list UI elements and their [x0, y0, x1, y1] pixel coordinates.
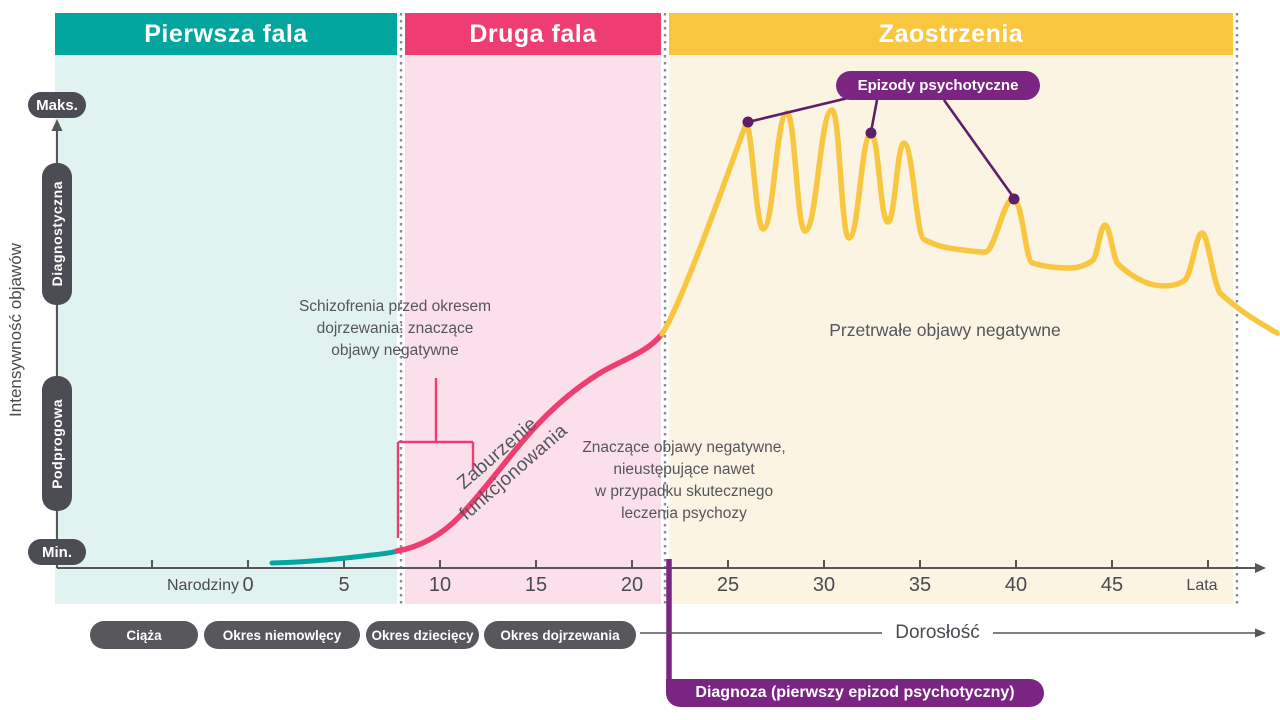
- y-axis-min-label: Min.: [42, 543, 72, 561]
- episode-dots: [742, 116, 1020, 205]
- y-axis-pill-max: Maks.: [28, 92, 86, 118]
- x-tick-25: 25: [716, 574, 740, 596]
- x-axis-ticks: [151, 560, 1209, 568]
- adulthood-arrow-icon: [1255, 628, 1266, 638]
- psychotic-episodes-label: Epizody psychotyczne: [857, 77, 1019, 94]
- x-tick-10: 10: [428, 574, 452, 596]
- stage-label: Ciąża: [126, 627, 162, 643]
- region-second-wave-bg: [405, 55, 661, 604]
- note-line: leczenia psychozy: [621, 505, 747, 522]
- note-line: nieustępujące nawet: [613, 461, 755, 478]
- region-first-wave-bg: [55, 55, 397, 604]
- x-tick-0: 0: [242, 574, 254, 596]
- note-pre-puberty-schizophrenia: Schizofrenia przed okresem dojrzewania: …: [275, 296, 515, 362]
- symptom-curve-exacerbations: [659, 107, 1280, 337]
- band-second-wave: Druga fala: [405, 13, 661, 55]
- symptom-curve-first-wave: [269, 548, 400, 566]
- stage-label: Okres niemowlęcy: [222, 627, 342, 643]
- x-axis-arrow-icon: [1255, 563, 1266, 573]
- band-exacerbations: Zaostrzenia: [669, 13, 1233, 55]
- stage-label: Okres dziecięcy: [371, 627, 474, 643]
- stage-pill-pregnancy: Ciąża: [90, 621, 198, 649]
- x-axis-unit-label: Lata: [1186, 577, 1218, 594]
- stage-pill-childhood: Okres dziecięcy: [366, 621, 479, 649]
- band-first-wave-label: Pierwsza fala: [144, 19, 308, 48]
- episode-connector-lines: [747, 96, 1016, 199]
- y-axis-title: Intensywność objawów: [6, 243, 25, 417]
- episode-dot-2: [865, 127, 877, 139]
- stage-pill-infancy: Okres niemowlęcy: [204, 621, 360, 649]
- note-line: objawy negatywne: [331, 342, 459, 359]
- x-tick-30: 30: [812, 574, 836, 596]
- diagnosis-banner: Diagnoza (pierwszy epizod psychotyczny): [666, 679, 1044, 707]
- y-axis-arrow-icon: [51, 119, 63, 131]
- y-axis-max-label: Maks.: [36, 96, 78, 114]
- x-tick-40: 40: [1004, 574, 1028, 596]
- psychotic-episodes-badge: Epizody psychotyczne: [836, 71, 1040, 100]
- y-axis-diagnostic-label: Diagnostyczna: [49, 181, 65, 287]
- x-tick-20: 20: [620, 574, 644, 596]
- pre-puberty-bracket-connector: [396, 378, 475, 538]
- note-line: dojrzewania: znaczące: [316, 320, 474, 337]
- y-axis-pill-diagnostic: Diagnostyczna: [42, 163, 72, 305]
- episode-dot-3: [1008, 193, 1020, 205]
- diagnosis-label: Diagnoza (pierwszy epizod psychotyczny): [695, 684, 1015, 701]
- y-axis-pill-subthreshold: Podprogowa: [42, 376, 72, 511]
- band-first-wave: Pierwsza fala: [55, 13, 397, 55]
- stage-pill-adolescence: Okres dojrzewania: [484, 621, 636, 649]
- x-tick-35: 35: [908, 574, 932, 596]
- note-persistent-negative: Przetrwałe objawy negatywne: [829, 320, 1061, 340]
- x-axis-birth-label: Narodziny: [166, 577, 239, 594]
- region-exacerbations-bg: [669, 55, 1233, 604]
- x-tick-15: 15: [524, 574, 548, 596]
- x-tick-5: 5: [338, 574, 350, 596]
- y-axis-pill-min: Min.: [28, 539, 86, 565]
- adulthood-label: Dorosłość: [895, 622, 980, 643]
- stage-label: Okres dojrzewania: [500, 627, 620, 643]
- note-line: Schizofrenia przed okresem: [298, 298, 492, 315]
- note-line: w przypadku skutecznego: [594, 483, 774, 500]
- band-second-wave-label: Druga fala: [469, 19, 597, 48]
- symptom-curve-second-wave: [394, 331, 665, 554]
- note-persisting-negative-symptoms: Znaczące objawy negatywne, nieustępujące…: [564, 437, 804, 525]
- episode-dot-1: [742, 116, 754, 128]
- band-exacerbations-label: Zaostrzenia: [878, 19, 1024, 48]
- y-axis-subthreshold-label: Podprogowa: [49, 398, 65, 489]
- note-line: Znaczące objawy negatywne,: [582, 439, 786, 456]
- x-tick-45: 45: [1100, 574, 1124, 596]
